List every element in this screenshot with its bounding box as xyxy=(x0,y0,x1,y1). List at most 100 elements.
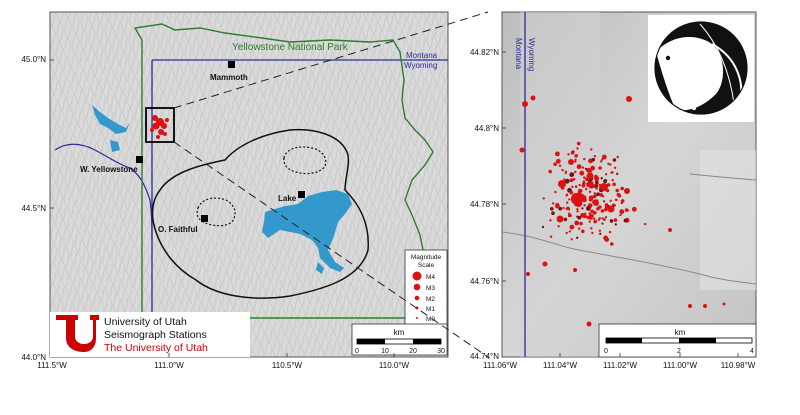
legend-label-m0: M0 xyxy=(426,316,435,323)
right-lon-label-111-04: 111.04°W xyxy=(543,361,577,370)
magnitude-legend: Magnitude Scale M4 M3 M2 M1 M0 xyxy=(404,249,448,327)
zoom-connector-bottom xyxy=(173,141,489,358)
quake-event xyxy=(607,205,615,213)
quake-event xyxy=(595,187,598,190)
quake-event xyxy=(594,211,597,215)
right-lat-label-44-82: 44.82°N xyxy=(470,48,499,57)
left-scale-tick-0: 0 xyxy=(355,348,359,355)
quake-event xyxy=(580,213,585,218)
legend-symbol-m3 xyxy=(413,283,421,291)
quake-event xyxy=(557,153,560,156)
quake-event xyxy=(594,184,599,188)
quake-event xyxy=(582,197,587,203)
quake-event xyxy=(608,230,612,234)
left-lon-label-111: 111.0°W xyxy=(154,361,184,370)
quake-event xyxy=(578,183,581,187)
quake-event xyxy=(601,217,604,220)
quake-event xyxy=(593,194,597,199)
quake-event xyxy=(568,159,574,165)
quake-event xyxy=(566,206,570,211)
right-state-label-montana: Montana xyxy=(514,38,523,70)
right-scale-tick-0: 0 xyxy=(604,348,608,355)
lake-arm xyxy=(316,262,324,274)
quake-event xyxy=(569,190,574,195)
quake-event xyxy=(583,204,586,207)
quake-event xyxy=(526,272,530,276)
quake-event xyxy=(590,148,593,151)
quake-event xyxy=(530,95,536,101)
hebgen-lake xyxy=(92,105,130,134)
quake-event xyxy=(558,180,566,188)
town-label-west-yellowstone: W. Yellowstone xyxy=(80,165,138,174)
quake-event xyxy=(564,178,570,184)
quake-event xyxy=(583,176,586,179)
quake-event xyxy=(609,163,612,166)
quake-event xyxy=(586,172,594,180)
quake-event xyxy=(558,164,562,167)
right-axis-ticks xyxy=(502,51,739,357)
quake-event xyxy=(615,188,619,193)
quake-event xyxy=(595,180,599,185)
left-lon-label-111-5: 111.5°W xyxy=(37,361,67,370)
quake-event xyxy=(605,204,608,208)
quake-event xyxy=(569,172,575,178)
quake-event xyxy=(601,154,607,160)
legend-symbol-m0 xyxy=(416,317,418,319)
quake-event xyxy=(588,190,592,193)
quake-event xyxy=(591,231,594,235)
quake-event xyxy=(644,222,647,226)
quake-event xyxy=(616,172,619,175)
park-label: Yellowstone National Park xyxy=(232,42,349,53)
resurgent-dome-south xyxy=(196,197,236,227)
quake-event xyxy=(688,304,692,308)
yellowstone-lake xyxy=(262,190,352,272)
quake-event xyxy=(574,158,577,161)
quake-event xyxy=(576,208,579,211)
right-lon-label-111-06: 111.06°W xyxy=(483,361,517,370)
quake-event xyxy=(621,211,624,214)
quake-event xyxy=(557,225,560,228)
quake-event xyxy=(591,157,595,162)
state-label-montana: Montana xyxy=(406,51,438,60)
quake-event xyxy=(554,190,557,194)
quake-event xyxy=(563,178,566,181)
quake-event xyxy=(584,167,588,171)
quake-event xyxy=(593,155,597,158)
quake-event xyxy=(570,238,573,241)
quake-event xyxy=(579,170,585,176)
quake-event xyxy=(612,182,616,187)
legend-label-m2: M2 xyxy=(426,296,435,303)
small-lake xyxy=(110,140,120,152)
quake-event xyxy=(522,101,528,107)
quake-event xyxy=(620,186,624,191)
quake-event xyxy=(607,162,610,165)
quake-event xyxy=(604,237,610,243)
quake-event xyxy=(590,209,594,214)
quake-event xyxy=(620,199,625,203)
quake-event xyxy=(598,166,602,170)
quake-event xyxy=(553,162,557,166)
quake-event xyxy=(596,193,599,196)
quake-event xyxy=(569,224,575,230)
quake-event xyxy=(602,200,606,203)
quake-event xyxy=(583,157,586,161)
quake-event xyxy=(590,165,595,171)
park-boundary xyxy=(133,23,434,319)
quake-event xyxy=(604,173,608,176)
quake-event xyxy=(597,218,600,221)
quake-event xyxy=(567,213,572,218)
quake-event xyxy=(581,166,585,169)
right-scale-tick-2: 2 xyxy=(677,348,681,355)
right-lat-label-44-76: 44.76°N xyxy=(470,277,499,286)
quake-event xyxy=(562,206,565,210)
uuss-logo: University of Utah Seismograph Stations … xyxy=(50,312,250,357)
quake-event xyxy=(574,154,578,158)
right-lat-label-44-8: 44.8°N xyxy=(474,124,499,133)
town-label-old-faithful: O. Faithful xyxy=(158,225,198,234)
quake-event xyxy=(593,217,596,220)
quake-event xyxy=(549,219,552,222)
quake-event xyxy=(582,180,586,183)
left-lon-label-110: 110.0°W xyxy=(379,361,410,370)
left-map: Mammoth W. Yellowstone Lake O. Faithful … xyxy=(21,11,449,370)
